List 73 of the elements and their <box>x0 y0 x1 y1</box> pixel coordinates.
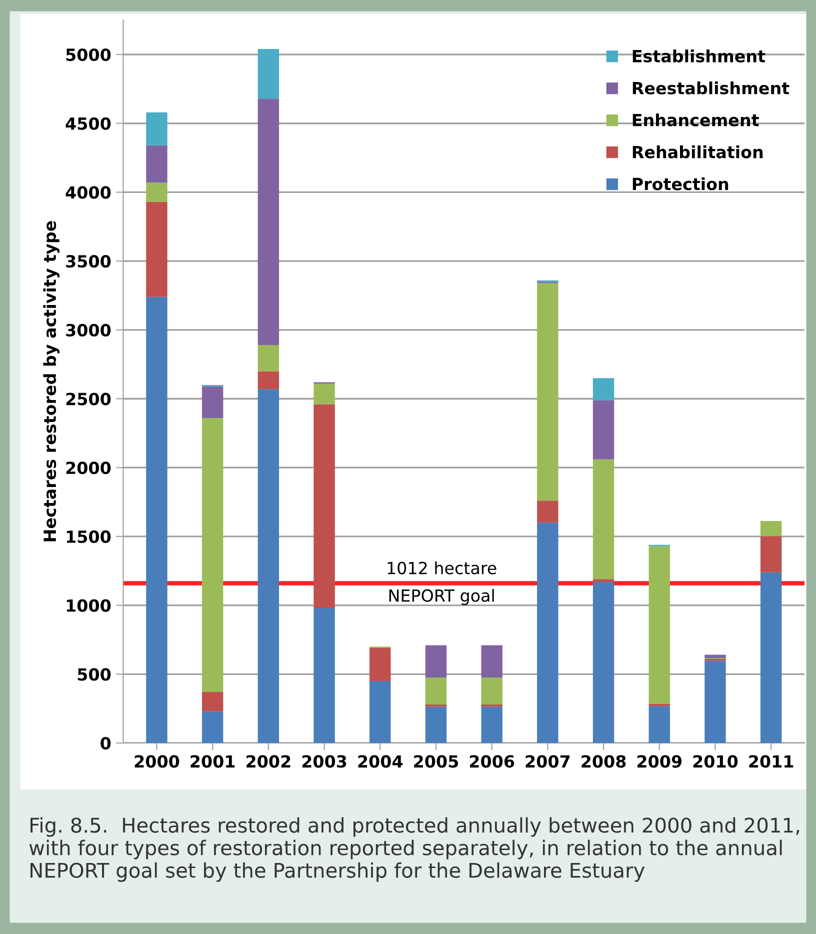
bar <box>258 371 280 390</box>
x-tick-label: 2007 <box>526 755 570 768</box>
y-tick-label: 500 <box>78 668 111 681</box>
bar <box>592 378 614 400</box>
bar <box>425 706 447 743</box>
bar <box>314 608 335 743</box>
bar <box>258 49 280 99</box>
y-tick-label: 0 <box>100 736 111 750</box>
bar <box>425 677 447 704</box>
bar <box>258 345 280 372</box>
legend-label: Enhancement <box>632 113 759 126</box>
bar <box>760 521 782 536</box>
legend-label: Establishment <box>632 50 766 62</box>
bar <box>258 98 280 346</box>
bar <box>314 384 335 404</box>
y-tick-label: 1000 <box>66 599 111 612</box>
x-tick-label: 2000 <box>134 755 180 768</box>
bar <box>481 677 502 704</box>
y-tick-label: 2000 <box>66 462 111 474</box>
caption: Fig. 8.5. Hectares restored and protected annually between 2000 and 2011, with four types of restoration reported separately, in relation to the annual NEPORT goal set by the Partnership for the Delaware Estuary <box>29 817 800 882</box>
bar <box>537 522 558 743</box>
y-tick-label: 2500 <box>66 392 111 406</box>
bar <box>425 704 447 707</box>
x-tick-label: 2001 <box>190 755 235 768</box>
bar <box>146 112 168 146</box>
bar <box>202 711 224 743</box>
bar <box>592 582 614 743</box>
y-axis-title: Hectares restored by activity type <box>43 221 60 542</box>
bar <box>146 182 168 202</box>
bar <box>370 648 391 682</box>
bar <box>592 459 614 580</box>
legend-label: Protection <box>632 177 728 190</box>
bar <box>146 202 168 297</box>
bar <box>202 692 224 712</box>
x-tick-label: 2009 <box>637 755 682 768</box>
y-tick-label: 3500 <box>66 255 111 268</box>
x-tick-label: 2011 <box>749 755 794 768</box>
x-tick-label: 2003 <box>302 755 346 768</box>
bar <box>481 704 502 707</box>
y-tick-label: 5000 <box>66 48 111 62</box>
x-tick-label: 2002 <box>246 755 290 768</box>
bar <box>258 389 280 743</box>
bar <box>648 706 670 743</box>
bar <box>202 386 224 418</box>
bar <box>537 500 558 523</box>
y-tick-label: 3000 <box>66 324 111 336</box>
bar <box>481 645 502 678</box>
bar <box>760 536 782 572</box>
y-tick-label: 1500 <box>66 530 111 544</box>
bar <box>704 660 726 743</box>
bar <box>146 145 168 183</box>
bar <box>592 579 614 582</box>
bar <box>704 654 726 658</box>
x-tick-label: 2006 <box>470 755 514 768</box>
bar <box>481 706 502 743</box>
x-tick-label: 2005 <box>414 755 458 768</box>
bar <box>314 404 335 608</box>
bar <box>146 296 168 743</box>
legend-label: Rehabilitation <box>632 145 763 158</box>
x-tick-label: 2008 <box>582 755 626 768</box>
x-tick-label: 2010 <box>693 755 738 768</box>
y-tick-label: 4500 <box>66 117 111 130</box>
legend-label: Reestablishment <box>632 82 790 94</box>
bar <box>370 681 391 743</box>
bar <box>425 645 447 678</box>
bar <box>648 546 670 704</box>
x-tick-label: 2004 <box>358 755 403 768</box>
bar <box>760 572 782 743</box>
bar <box>202 418 224 692</box>
bar <box>592 400 614 460</box>
bar <box>537 283 558 501</box>
y-tick-label: 4000 <box>66 186 111 199</box>
ref-line-label: 1012 hectare NEPORT goal <box>388 561 496 606</box>
